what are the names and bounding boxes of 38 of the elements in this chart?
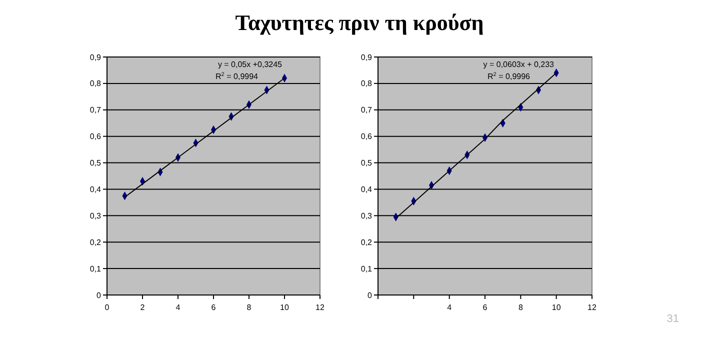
y-tick-label: 0,4 — [90, 185, 102, 194]
x-tick-label: 12 — [316, 303, 325, 312]
x-tick-label: 8 — [518, 303, 524, 312]
x-tick-label: 10 — [552, 303, 562, 312]
y-tick-label: 0,1 — [90, 264, 102, 274]
chart-title: Ταχυτητες πριν τη κρούση — [235, 10, 484, 35]
annotation: y = 0,0603x + 0,233 — [483, 60, 555, 69]
text: 31 — [666, 313, 679, 325]
y-tick-label: 0,2 — [90, 238, 102, 247]
x-tick-label: 12 — [588, 303, 597, 312]
x-tick-label: 4 — [447, 303, 452, 312]
y-tick-label: 0 — [368, 290, 373, 300]
y-tick-label: 0,9 — [360, 52, 373, 62]
y-tick-label: 0,2 — [360, 238, 373, 247]
y-tick-label: 0,8 — [90, 79, 102, 88]
annotation: y = 0,05x +0,3245 — [218, 60, 283, 69]
annotation: R$^{2}$ = 0,9996 — [488, 72, 531, 81]
y-tick-label: 0,3 — [90, 211, 102, 220]
y-tick-label: 0,9 — [90, 52, 102, 62]
y-tick-label: 0,7 — [90, 106, 102, 115]
y-tick-label: 0,4 — [360, 185, 373, 194]
y-tick-label: 0,3 — [360, 211, 373, 220]
x-tick-label: 6 — [482, 303, 488, 312]
y-tick-label: 0,1 — [360, 264, 373, 274]
y-tick-label: 0,8 — [360, 79, 373, 88]
x-tick-label: 10 — [280, 303, 290, 312]
x-tick-label: 4 — [176, 303, 181, 312]
y-tick-label: 0,5 — [360, 158, 373, 168]
x-tick-label: 2 — [140, 303, 146, 312]
x-tick-label: 8 — [246, 303, 252, 312]
x-tick-label: 6 — [211, 303, 216, 312]
y-tick-label: 0,6 — [360, 132, 373, 142]
y-tick-label: 0 — [96, 290, 102, 300]
annotation: R$^{2}$ = 0,9994 — [216, 72, 259, 81]
y-tick-label: 0,7 — [360, 106, 373, 115]
x-tick-label: 0 — [104, 303, 110, 312]
y-tick-label: 0,6 — [90, 132, 102, 142]
y-tick-label: 0,5 — [90, 158, 102, 168]
